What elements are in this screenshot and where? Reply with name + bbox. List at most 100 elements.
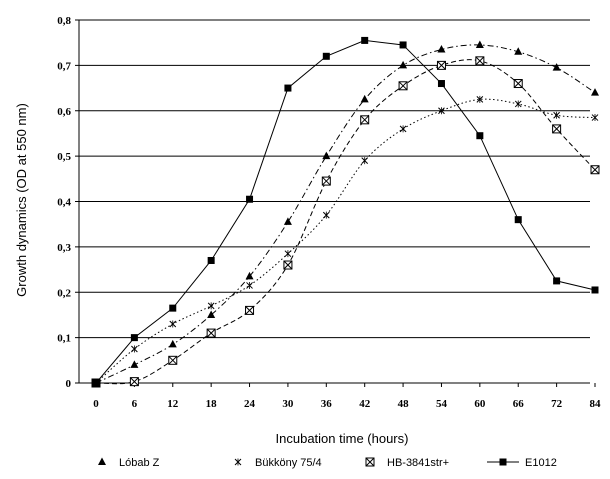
series-e1012-point [284,84,292,92]
marker-stroke [398,81,408,91]
marker-stroke [321,176,331,186]
y-tick-label: 0,5 [57,151,71,163]
marker-stroke [168,355,178,365]
series-hb-3841str-point [436,60,446,70]
series-l-bab-z-point [475,40,484,48]
series-b-kk-ny-75-4-point [207,302,215,310]
series-hb-3841str-point [475,56,485,66]
series-b-kk-ny-75-4-point [284,250,292,258]
x-tick-label: 48 [398,398,410,410]
legend-marker [499,458,507,466]
marker-stroke [365,457,375,467]
legend-item: E1012 [487,457,557,469]
x-tick-label: 6 [132,398,138,410]
series-e1012-point [322,52,330,60]
series-l-bab-z-point [591,88,599,96]
x-tick-label: 66 [513,398,525,410]
series-l-bab-z-point [514,47,523,55]
x-tick-label: 60 [474,398,486,410]
series-b-kk-ny-75-4-point [131,345,138,353]
series-l-bab-z-point [207,310,216,318]
series-l-bab-z-line [95,44,596,384]
series-b-kk-ny-75-4 [92,95,599,387]
series-b-kk-ny-75-4-point [399,125,407,133]
marker-stroke [283,260,293,270]
series-e1012-point [130,334,138,342]
series-b-kk-ny-75-4-point [438,107,445,115]
series-l-bab-z-point [322,151,331,160]
y-tick-label: 0,6 [57,106,71,118]
axes [75,19,596,387]
x-tick-label: 36 [321,398,333,410]
x-tick-label: 84 [590,398,602,410]
y-tick-label: 0 [66,378,72,390]
y-tick-label: 0,4 [57,197,71,209]
series-b-kk-ny-75-4-point [322,211,330,219]
series-l-bab-z-point [130,360,139,368]
legend-item: Bükköny 75/4 [234,457,322,469]
series-e1012-point [361,36,369,44]
x-tick-label: 30 [282,398,294,410]
series-hb-3841str-point [283,260,293,270]
series-hb-3841str-point [129,377,139,387]
y-tick-label: 0,7 [57,60,71,72]
series-l-bab-z-point [552,63,561,71]
series-e1012-line [95,39,596,384]
series-b-kk-ny-75-4-point [169,320,177,328]
series-hb-3841str-line [95,59,596,385]
marker-stroke [130,377,139,386]
series-hb-3841str-point [168,355,178,365]
marker-stroke [245,306,254,315]
legend-marker [98,457,106,465]
marker-stroke [590,165,600,175]
x-axis-title: Incubation time (hours) [276,431,409,446]
x-tick-label: 54 [436,398,448,410]
series-b-kk-ny-75-4-point [553,111,560,119]
series-e1012-point [92,379,100,387]
x-tick-label: 18 [206,398,218,410]
series-e1012-point [437,80,445,88]
series-e1012-point [169,304,177,312]
legend-item: HB-3841str+ [365,457,449,469]
marker-stroke [360,115,370,125]
marker-stroke [475,56,485,66]
series-e1012-point [591,286,599,294]
series-hb-3841str-point [590,165,600,175]
series-hb-3841str-point [360,115,370,125]
y-tick-label: 0,3 [57,242,71,254]
gridlines [79,19,590,339]
series-l-bab-z-point [360,94,369,103]
series-e1012-point [514,216,522,224]
legend-label: E1012 [525,457,557,469]
series-b-kk-ny-75-4-point [246,281,253,289]
legend-marker [234,458,242,466]
series-hb-3841str-point [513,79,523,89]
marker-stroke [552,124,561,134]
series-l-bab-z [92,40,599,386]
series-b-kk-ny-75-4-point [361,157,369,165]
series-e1012-point [553,277,561,285]
series-b-kk-ny-75-4-point [476,95,484,103]
marker-stroke [206,328,216,338]
series-b-kk-ny-75-4-point [591,114,599,122]
series-b-kk-ny-75-4-line [95,98,596,384]
y-tick-label: 0,8 [57,15,71,27]
legend-label: HB-3841str+ [387,457,449,469]
y-tick-label: 0,1 [57,333,71,345]
series-hb-3841str-point [245,305,255,315]
series-hb-3841str-point [398,81,408,91]
series-e1012-point [399,41,407,49]
series-l-bab-z-point [437,44,446,53]
x-tick-label: 12 [167,398,179,410]
series-l-bab-z-point [245,271,254,280]
legend: Lóbab Z Bükköny 75/4 HB-3841str+ E1012 [98,457,557,469]
x-tick-label: 42 [359,398,371,410]
series-b-kk-ny-75-4-point [514,100,522,108]
series-hb-3841str-point [321,176,331,186]
series-e1012-point [246,195,254,203]
series-layer [91,36,600,388]
legend-label: Bükköny 75/4 [255,457,322,469]
series-e1012-point [207,256,215,264]
y-tick-label: 0,2 [57,287,71,299]
marker-stroke [513,79,523,88]
